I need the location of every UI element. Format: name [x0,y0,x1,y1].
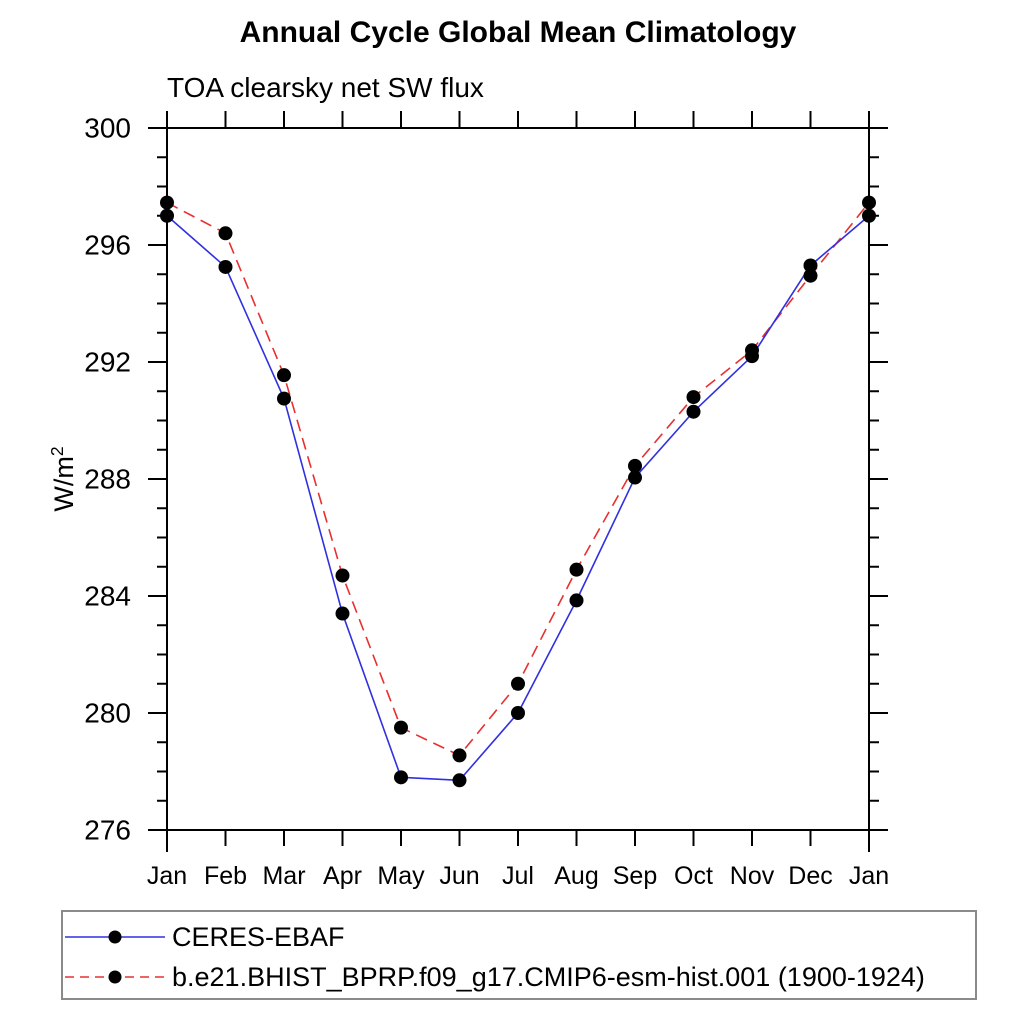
x-tick-label: Mar [262,862,305,890]
data-point-marker [394,770,408,785]
data-point-marker [569,593,584,608]
chart-subtitle: TOA clearsky net SW flux [167,72,484,103]
data-point-marker [862,195,876,210]
legend-label: b.e21.BHIST_BPRP.f09_g17.CMIP6-esm-hist.… [172,961,925,992]
data-point-marker [511,676,525,691]
x-tick-label: Jan [849,862,889,890]
x-tick-label: Feb [204,862,247,890]
legend-label: CERES-EBAF [172,921,345,952]
y-tick-label: 292 [84,347,131,378]
y-tick-label: 300 [84,113,131,144]
data-point-marker [452,748,467,763]
legend-marker-dot [108,970,122,984]
y-tick-label: 288 [84,464,131,495]
data-point-marker [803,258,818,273]
axis-frame [148,111,888,852]
data-point-marker [335,568,350,583]
chart-title: Annual Cycle Global Mean Climatology [239,16,797,49]
data-point-marker [160,195,174,210]
x-tick-label: Dec [788,862,832,890]
x-tick-label: Jan [147,862,187,890]
data-point-marker [686,390,701,405]
data-point-marker [218,226,233,241]
data-point-marker [335,606,350,621]
y-axis-tick-labels: 276 280 284 288 292 296 300 [84,113,131,846]
data-point-marker [803,268,818,283]
x-tick-label: Jul [502,862,534,890]
y-tick-label: 276 [84,815,131,846]
x-tick-label: Oct [674,862,713,890]
legend-item-1: b.e21.BHIST_BPRP.f09_g17.CMIP6-esm-hist.… [63,957,975,997]
y-tick-label: 280 [84,698,131,729]
legend: CERES-EBAF b.e21.BHIST_BPRP.f09_g17.CMIP6… [61,910,977,1000]
legend-item-0: CERES-EBAF [63,917,975,957]
legend-line-sample [65,970,165,984]
data-point-marker [862,208,876,223]
data-point-marker [745,343,759,358]
y-tick-label: 284 [84,581,131,612]
x-tick-label: Aug [554,862,598,890]
series-markers-0 [160,208,876,788]
x-tick-label: Nov [730,862,775,890]
data-point-marker [511,706,525,720]
data-point-marker [628,470,642,485]
data-point-marker [569,562,584,577]
data-point-marker [686,404,701,419]
series-markers-1 [160,195,876,763]
data-point-marker [452,773,467,788]
legend-line-sample [65,930,165,944]
x-tick-label: Apr [323,862,362,890]
x-tick-label: Jun [439,862,479,890]
series-line-1 [166,201,870,757]
data-point-marker [277,368,291,383]
x-tick-label: May [377,862,425,890]
legend-marker-dot [108,930,122,944]
data-point-marker [218,259,233,274]
data-point-marker [277,391,291,406]
series-line-0 [166,215,870,782]
y-axis-ticks [148,127,888,831]
x-tick-label: Sep [613,862,657,890]
data-point-marker [628,458,642,473]
x-axis-tick-labels: Jan Feb Mar Apr May Jun Jul Aug Sep Oct Nov Dec Jan [147,862,889,890]
data-point-marker [394,720,408,735]
x-axis-ticks [166,111,870,846]
y-tick-label: 296 [84,230,131,261]
data-point-marker [160,208,174,223]
